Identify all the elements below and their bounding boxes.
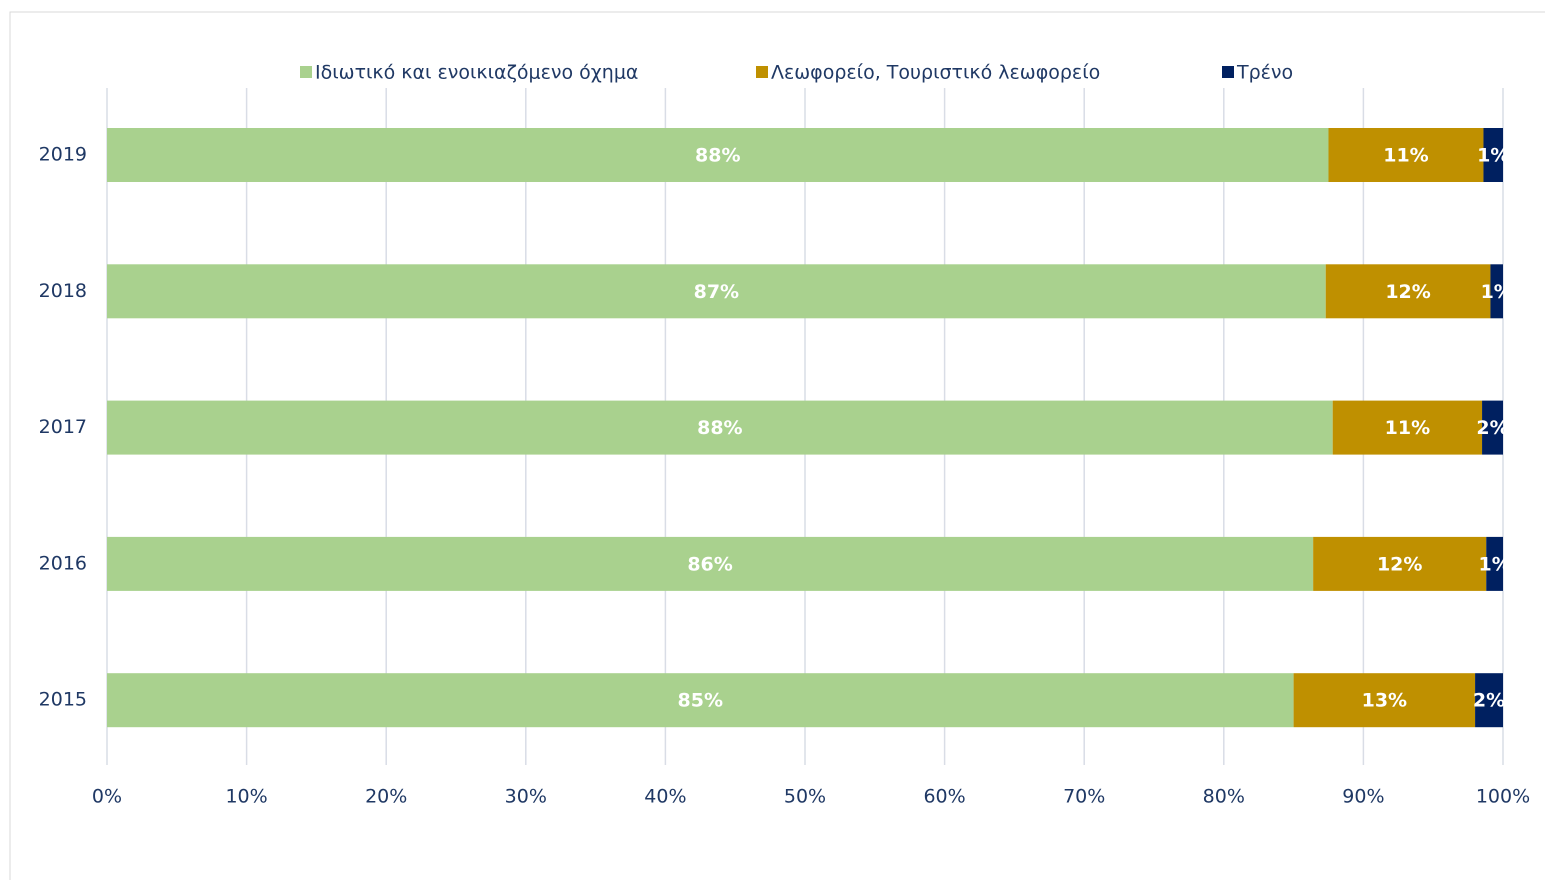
bar-segment <box>1325 264 1491 319</box>
x-tick-label: 70% <box>1063 786 1105 808</box>
bar-segment <box>1483 128 1503 182</box>
x-tick-label: 20% <box>365 786 407 808</box>
x-tick-label: 0% <box>92 786 122 808</box>
data-label: 1% <box>1478 553 1510 575</box>
bar-segment <box>107 673 1294 728</box>
bar-segment <box>107 264 1326 319</box>
legend-label: Λεωφορείο, Τουριστικό λεωφορείο <box>771 62 1100 84</box>
data-label: 12% <box>1385 281 1430 303</box>
bar-segment <box>1475 673 1503 728</box>
x-tick-label: 100% <box>1476 786 1530 808</box>
bar-segment <box>107 400 1333 455</box>
y-tick-label: 2019 <box>39 144 87 166</box>
bar-segment <box>1328 128 1484 182</box>
data-label: 2% <box>1473 690 1505 712</box>
x-tick-label: 80% <box>1203 786 1245 808</box>
x-tick-label: 40% <box>644 786 686 808</box>
x-tick-label: 90% <box>1342 786 1384 808</box>
data-label: 2% <box>1476 417 1508 439</box>
y-tick-label: 2017 <box>39 416 87 438</box>
y-tick-label: 2015 <box>39 689 87 711</box>
data-label: 12% <box>1377 553 1422 575</box>
data-label: 87% <box>694 281 739 303</box>
bar-segment <box>107 128 1329 182</box>
x-tick-label: 10% <box>225 786 267 808</box>
legend-swatch <box>300 66 312 78</box>
data-label: 11% <box>1383 145 1428 167</box>
data-label: 88% <box>695 145 740 167</box>
x-tick-label: 30% <box>505 786 547 808</box>
chart-border <box>9 11 1545 880</box>
bar-segment <box>1482 400 1503 455</box>
legend-label: Τρένο <box>1236 62 1293 84</box>
bar-segment <box>107 536 1314 591</box>
data-label: 13% <box>1362 690 1407 712</box>
data-label: 1% <box>1481 281 1513 303</box>
legend-label: Ιδιωτικό και ενοικιαζόμενο όχημα <box>315 62 638 84</box>
data-label: 85% <box>678 690 723 712</box>
bar-segment <box>1293 673 1476 728</box>
x-tick-label: 50% <box>784 786 826 808</box>
data-label: 86% <box>687 553 732 575</box>
y-tick-label: 2016 <box>39 552 87 574</box>
y-tick-label: 2018 <box>39 280 87 302</box>
bar-segment <box>1332 400 1483 455</box>
legend-swatch <box>1222 66 1234 78</box>
data-label: 1% <box>1477 145 1509 167</box>
data-label: 88% <box>697 417 742 439</box>
bar-segment <box>1490 264 1503 319</box>
data-label: 11% <box>1385 417 1430 439</box>
bar-segment <box>1313 536 1487 591</box>
legend-swatch <box>756 66 768 78</box>
x-tick-label: 60% <box>923 786 965 808</box>
bar-segment <box>1486 536 1503 591</box>
